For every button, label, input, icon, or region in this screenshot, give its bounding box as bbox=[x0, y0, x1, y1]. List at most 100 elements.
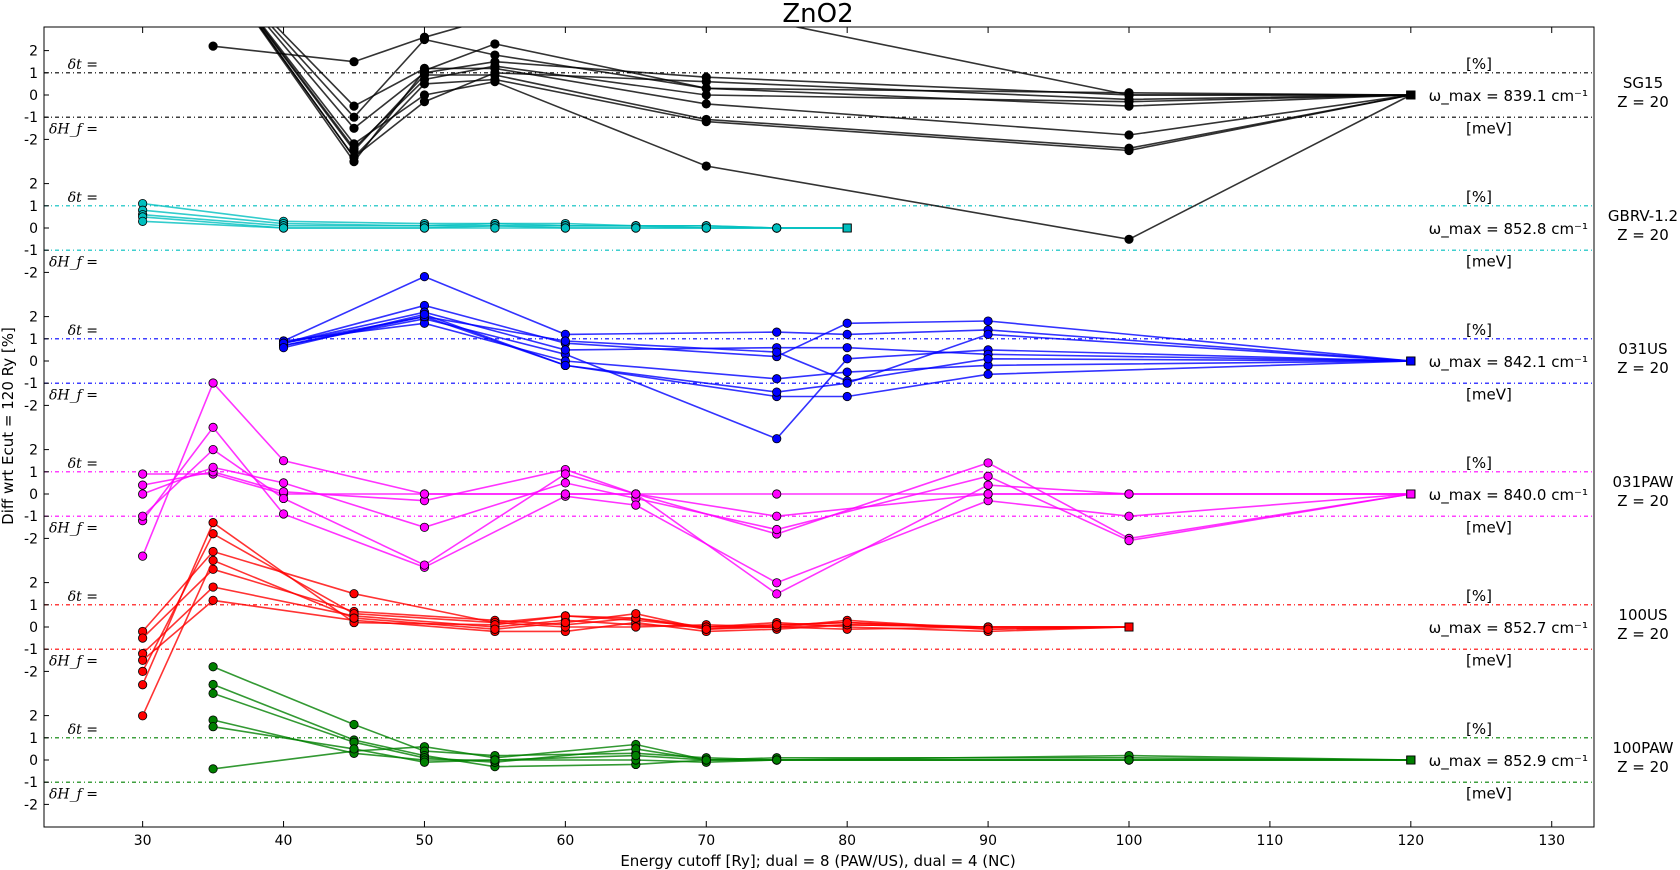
data-point bbox=[772, 327, 782, 337]
data-point bbox=[1124, 97, 1134, 107]
delta-t-label: δt = bbox=[68, 456, 98, 472]
data-point bbox=[983, 480, 993, 490]
delta-hf-label: δH_f = bbox=[49, 653, 98, 669]
data-point bbox=[772, 511, 782, 521]
mev-unit-label: [meV] bbox=[1466, 651, 1512, 669]
chart-title: ZnO2 bbox=[782, 0, 853, 29]
data-point bbox=[349, 157, 359, 167]
percent-unit-label: [%] bbox=[1466, 454, 1492, 472]
data-point bbox=[772, 589, 782, 599]
data-point bbox=[842, 354, 852, 364]
data-point bbox=[772, 223, 782, 233]
data-point bbox=[419, 97, 430, 107]
y-axis-label: Diff wrt Ecut = 120 Ry [%] bbox=[0, 327, 17, 525]
data-point bbox=[419, 489, 430, 499]
x-tick-label: 70 bbox=[697, 833, 715, 849]
data-point bbox=[349, 123, 359, 133]
data-point bbox=[631, 609, 641, 619]
delta-t-label: δt = bbox=[68, 323, 98, 339]
data-point bbox=[983, 329, 993, 339]
data-point bbox=[560, 489, 570, 499]
data-point bbox=[349, 57, 359, 67]
percent-unit-label: [%] bbox=[1466, 321, 1492, 339]
data-point bbox=[138, 480, 148, 490]
data-point bbox=[701, 90, 711, 100]
panel-name-label: GBRV-1.2 bbox=[1608, 207, 1678, 225]
data-point bbox=[702, 4, 710, 12]
x-tick-label: 30 bbox=[134, 833, 152, 849]
delta-t-label: δt = bbox=[68, 589, 98, 605]
y-tick-label: 2 bbox=[29, 576, 38, 592]
data-point bbox=[490, 624, 500, 634]
mev-unit-label: [meV] bbox=[1466, 119, 1512, 137]
data-point bbox=[278, 343, 289, 353]
y-tick-label: 0 bbox=[29, 620, 38, 636]
data-point bbox=[701, 117, 711, 127]
y-tick-label: -2 bbox=[24, 132, 38, 148]
data-point bbox=[842, 617, 852, 628]
x-tick-label: 110 bbox=[1257, 833, 1284, 849]
data-point bbox=[772, 755, 782, 765]
data-point bbox=[278, 493, 289, 504]
x-tick-label: 130 bbox=[1538, 833, 1565, 849]
data-point bbox=[349, 719, 359, 730]
data-point bbox=[278, 223, 289, 233]
panel-z-label: Z = 20 bbox=[1617, 359, 1668, 377]
y-tick-label: 1 bbox=[29, 465, 38, 481]
data-point bbox=[1124, 511, 1134, 521]
y-tick-label: -1 bbox=[24, 243, 38, 259]
y-tick-label: 0 bbox=[29, 221, 38, 237]
data-point bbox=[349, 112, 359, 122]
data-point bbox=[208, 555, 218, 566]
data-point bbox=[1406, 90, 1416, 100]
data-point bbox=[419, 65, 430, 76]
data-point bbox=[208, 582, 218, 592]
omega-max-label: ω_max = 839.1 cm⁻¹ bbox=[1429, 87, 1588, 106]
data-point bbox=[419, 74, 430, 85]
data-point bbox=[842, 391, 852, 402]
mev-unit-label: [meV] bbox=[1466, 252, 1512, 270]
data-point bbox=[419, 522, 430, 532]
percent-unit-label: [%] bbox=[1466, 587, 1492, 605]
data-point bbox=[490, 755, 500, 765]
data-point bbox=[772, 374, 782, 384]
data-point bbox=[419, 309, 430, 319]
data-point bbox=[349, 744, 359, 754]
delta-t-label: δt = bbox=[68, 57, 98, 73]
mev-unit-label: [meV] bbox=[1466, 784, 1512, 802]
data-point bbox=[138, 511, 148, 521]
data-point bbox=[208, 662, 218, 672]
y-tick-label: 0 bbox=[29, 88, 38, 104]
delta-t-label: δt = bbox=[68, 190, 98, 206]
y-tick-label: 2 bbox=[29, 310, 38, 326]
y-tick-label: 2 bbox=[29, 44, 38, 60]
data-point bbox=[631, 489, 641, 499]
omega-max-label: ω_max = 852.9 cm⁻¹ bbox=[1429, 752, 1588, 771]
y-tick-label: 0 bbox=[29, 753, 38, 769]
data-point bbox=[983, 458, 993, 468]
panel-z-label: Z = 20 bbox=[1617, 492, 1668, 510]
series-line bbox=[262, 27, 1412, 241]
data-point bbox=[772, 620, 782, 630]
y-tick-label: -1 bbox=[24, 110, 38, 126]
data-point bbox=[842, 343, 852, 353]
data-point bbox=[349, 613, 359, 623]
series-line bbox=[142, 462, 1411, 540]
delta-hf-label: δH_f = bbox=[49, 254, 98, 270]
panel-name-label: 031PAW bbox=[1613, 473, 1674, 491]
omega-max-label: ω_max = 852.7 cm⁻¹ bbox=[1429, 619, 1588, 638]
x-tick-label: 60 bbox=[556, 833, 574, 849]
data-point bbox=[208, 546, 218, 557]
mev-unit-label: [meV] bbox=[1466, 518, 1512, 536]
plot-frame bbox=[43, 26, 1595, 828]
y-tick-label: 2 bbox=[29, 709, 38, 725]
omega-max-label: ω_max = 842.1 cm⁻¹ bbox=[1429, 353, 1588, 372]
omega-max-label: ω_max = 840.0 cm⁻¹ bbox=[1429, 486, 1588, 505]
data-point bbox=[772, 387, 782, 397]
data-point bbox=[842, 367, 852, 377]
data-point bbox=[1124, 622, 1134, 632]
data-point bbox=[138, 469, 148, 479]
data-point bbox=[772, 524, 782, 535]
data-point bbox=[1406, 755, 1416, 765]
x-tick-label: 90 bbox=[979, 833, 997, 849]
